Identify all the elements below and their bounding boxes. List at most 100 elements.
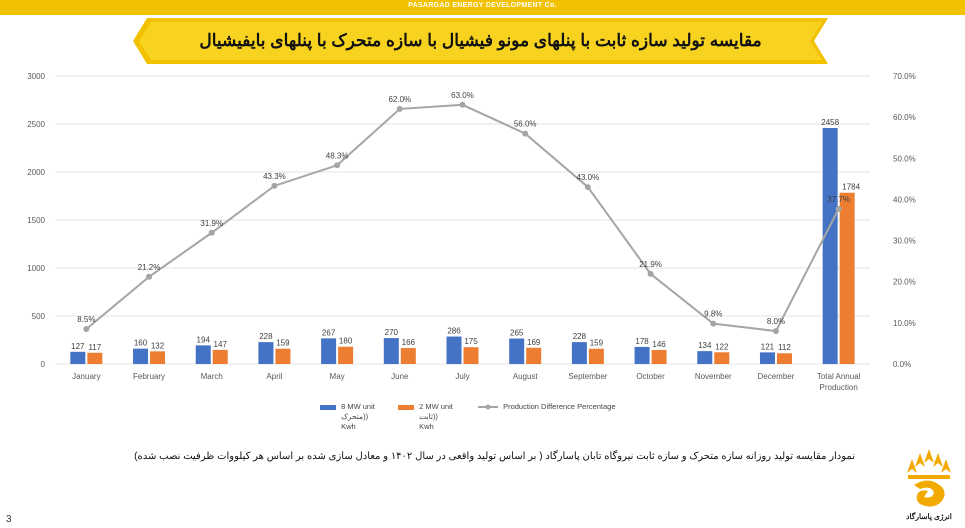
bar-label-8mw: 160 [134, 339, 148, 348]
bar-label-2mw: 122 [715, 342, 729, 351]
bar-2mw [651, 349, 667, 364]
chart-caption: نمودار مقایسه تولید روزانه سازه متحرک و … [134, 451, 855, 462]
bar-label-8mw: 134 [698, 341, 712, 350]
bar-label-2mw: 175 [464, 337, 478, 346]
legend-swatch-8mw [320, 404, 336, 410]
percentage-label: 63.0% [451, 91, 474, 100]
y-left-tick-label: 500 [32, 312, 46, 321]
y-left-tick-label: 1000 [27, 264, 45, 273]
legend-line-marker [478, 404, 498, 410]
percentage-label: 56.0% [514, 120, 537, 129]
bar-label-8mw: 178 [635, 337, 649, 346]
legend-swatch-2mw [398, 404, 414, 410]
bar-2mw [275, 348, 291, 364]
x-tick-label: Production [820, 383, 858, 392]
bar-label-2mw: 112 [778, 343, 791, 352]
legend-label-2mw-3: Kwh [419, 422, 434, 431]
company-name: PASARGAD ENERGY DEVELOPMENT Co. [408, 2, 557, 9]
bar-label-8mw: 127 [71, 342, 85, 351]
bar-8mw [759, 352, 775, 364]
percentage-label: 43.0% [577, 173, 600, 182]
bar-8mw [70, 351, 86, 364]
percentage-line [85, 103, 840, 333]
bar-2mw [150, 351, 166, 364]
percentage-label: 21.2% [138, 263, 161, 272]
bar-8mw [634, 346, 650, 364]
y-right-tick-label: 70.0% [893, 72, 916, 81]
y-right-tick-label: 60.0% [893, 113, 916, 122]
bar-2mw [839, 192, 855, 364]
percentage-label: 21.9% [639, 260, 662, 269]
bar-2mw [776, 353, 792, 364]
bar-label-2mw: 159 [590, 339, 604, 348]
y-left-tick-label: 1500 [27, 216, 45, 225]
legend-label-8mw-2: متحرک)) [341, 412, 369, 421]
percentage-point [647, 270, 654, 277]
percentage-label: 31.9% [200, 219, 223, 228]
title-banner [133, 18, 828, 64]
bar-8mw [822, 128, 838, 364]
top-bar [0, 0, 965, 15]
percentage-label: 8.5% [77, 315, 95, 324]
y-left-tick-label: 2000 [27, 168, 45, 177]
legend-label-2mw-2: ثابت)) [419, 412, 438, 421]
bar-label-8mw: 194 [197, 335, 211, 344]
bar-2mw [212, 349, 228, 364]
bar-label-8mw: 2458 [821, 118, 839, 127]
x-tick-label: March [201, 372, 223, 381]
bar-label-2mw: 1784 [842, 183, 860, 192]
legend-label-8mw-3: Kwh [341, 422, 356, 431]
bar-2mw [714, 352, 730, 364]
x-tick-label: December [758, 372, 795, 381]
bar-label-2mw: 132 [151, 341, 165, 350]
bar-label-8mw: 121 [761, 342, 775, 351]
bar-label-2mw: 180 [339, 337, 353, 346]
y-left-tick-label: 0 [41, 360, 46, 369]
y-right-tick-label: 0.0% [893, 360, 911, 369]
x-tick-label: November [695, 372, 732, 381]
x-tick-label: January [72, 372, 100, 381]
bar-label-8mw: 228 [573, 332, 587, 341]
percentage-label: 43.3% [263, 172, 286, 181]
bar-2mw [588, 348, 604, 364]
chart-legend: 8 MW unit متحرک)) Kwh 2 MW unit ثابت)) K… [320, 402, 660, 442]
x-tick-label: June [391, 372, 409, 381]
bar-2mw [526, 347, 542, 364]
logo-text: انرژی پاسارگاد [906, 512, 952, 521]
bar-label-2mw: 147 [214, 340, 228, 349]
y-right-tick-label: 30.0% [893, 237, 916, 246]
pasargad-logo-icon [907, 449, 951, 507]
percentage-point [835, 205, 842, 212]
y-right-tick-label: 50.0% [893, 154, 916, 163]
bar-label-2mw: 159 [276, 339, 290, 348]
percentage-point [522, 130, 529, 137]
chart: 0 500 1000 1500 2000 2500 3000 0.0% 10.0% 20.0% 30… [27, 72, 916, 392]
page-title: مقایسه تولید سازه ثابت با پنلهای مونو فی… [199, 31, 762, 50]
bar-2mw [400, 348, 416, 364]
page-number: 3 [6, 514, 12, 525]
legend-item-percentage: Production Difference Percentage [478, 402, 616, 412]
x-tick-label: September [568, 372, 607, 381]
x-tick-label: April [266, 372, 282, 381]
bar-8mw [571, 342, 587, 364]
bar-8mw [321, 338, 337, 364]
bar-8mw [195, 345, 211, 364]
percentage-point [710, 320, 717, 327]
bar-label-2mw: 169 [527, 338, 541, 347]
y-right-tick-label: 40.0% [893, 195, 916, 204]
y-left-tick-label: 2500 [27, 120, 45, 129]
x-tick-label: October [636, 372, 665, 381]
percentage-label: 62.0% [388, 95, 411, 104]
percentage-point [208, 229, 215, 236]
bar-label-2mw: 146 [652, 340, 666, 349]
percentage-label: 48.3% [326, 151, 349, 160]
percentage-point [396, 105, 403, 112]
bar-2mw [338, 346, 354, 364]
bar-label-2mw: 117 [88, 343, 101, 352]
bar-label-8mw: 228 [259, 332, 273, 341]
legend-item-8mw: 8 MW unit متحرک)) Kwh [320, 402, 375, 432]
bar-label-8mw: 265 [510, 329, 524, 338]
legend-item-2mw: 2 MW unit ثابت)) Kwh [398, 402, 453, 432]
bar-2mw [463, 347, 479, 364]
x-tick-label: May [330, 372, 345, 381]
